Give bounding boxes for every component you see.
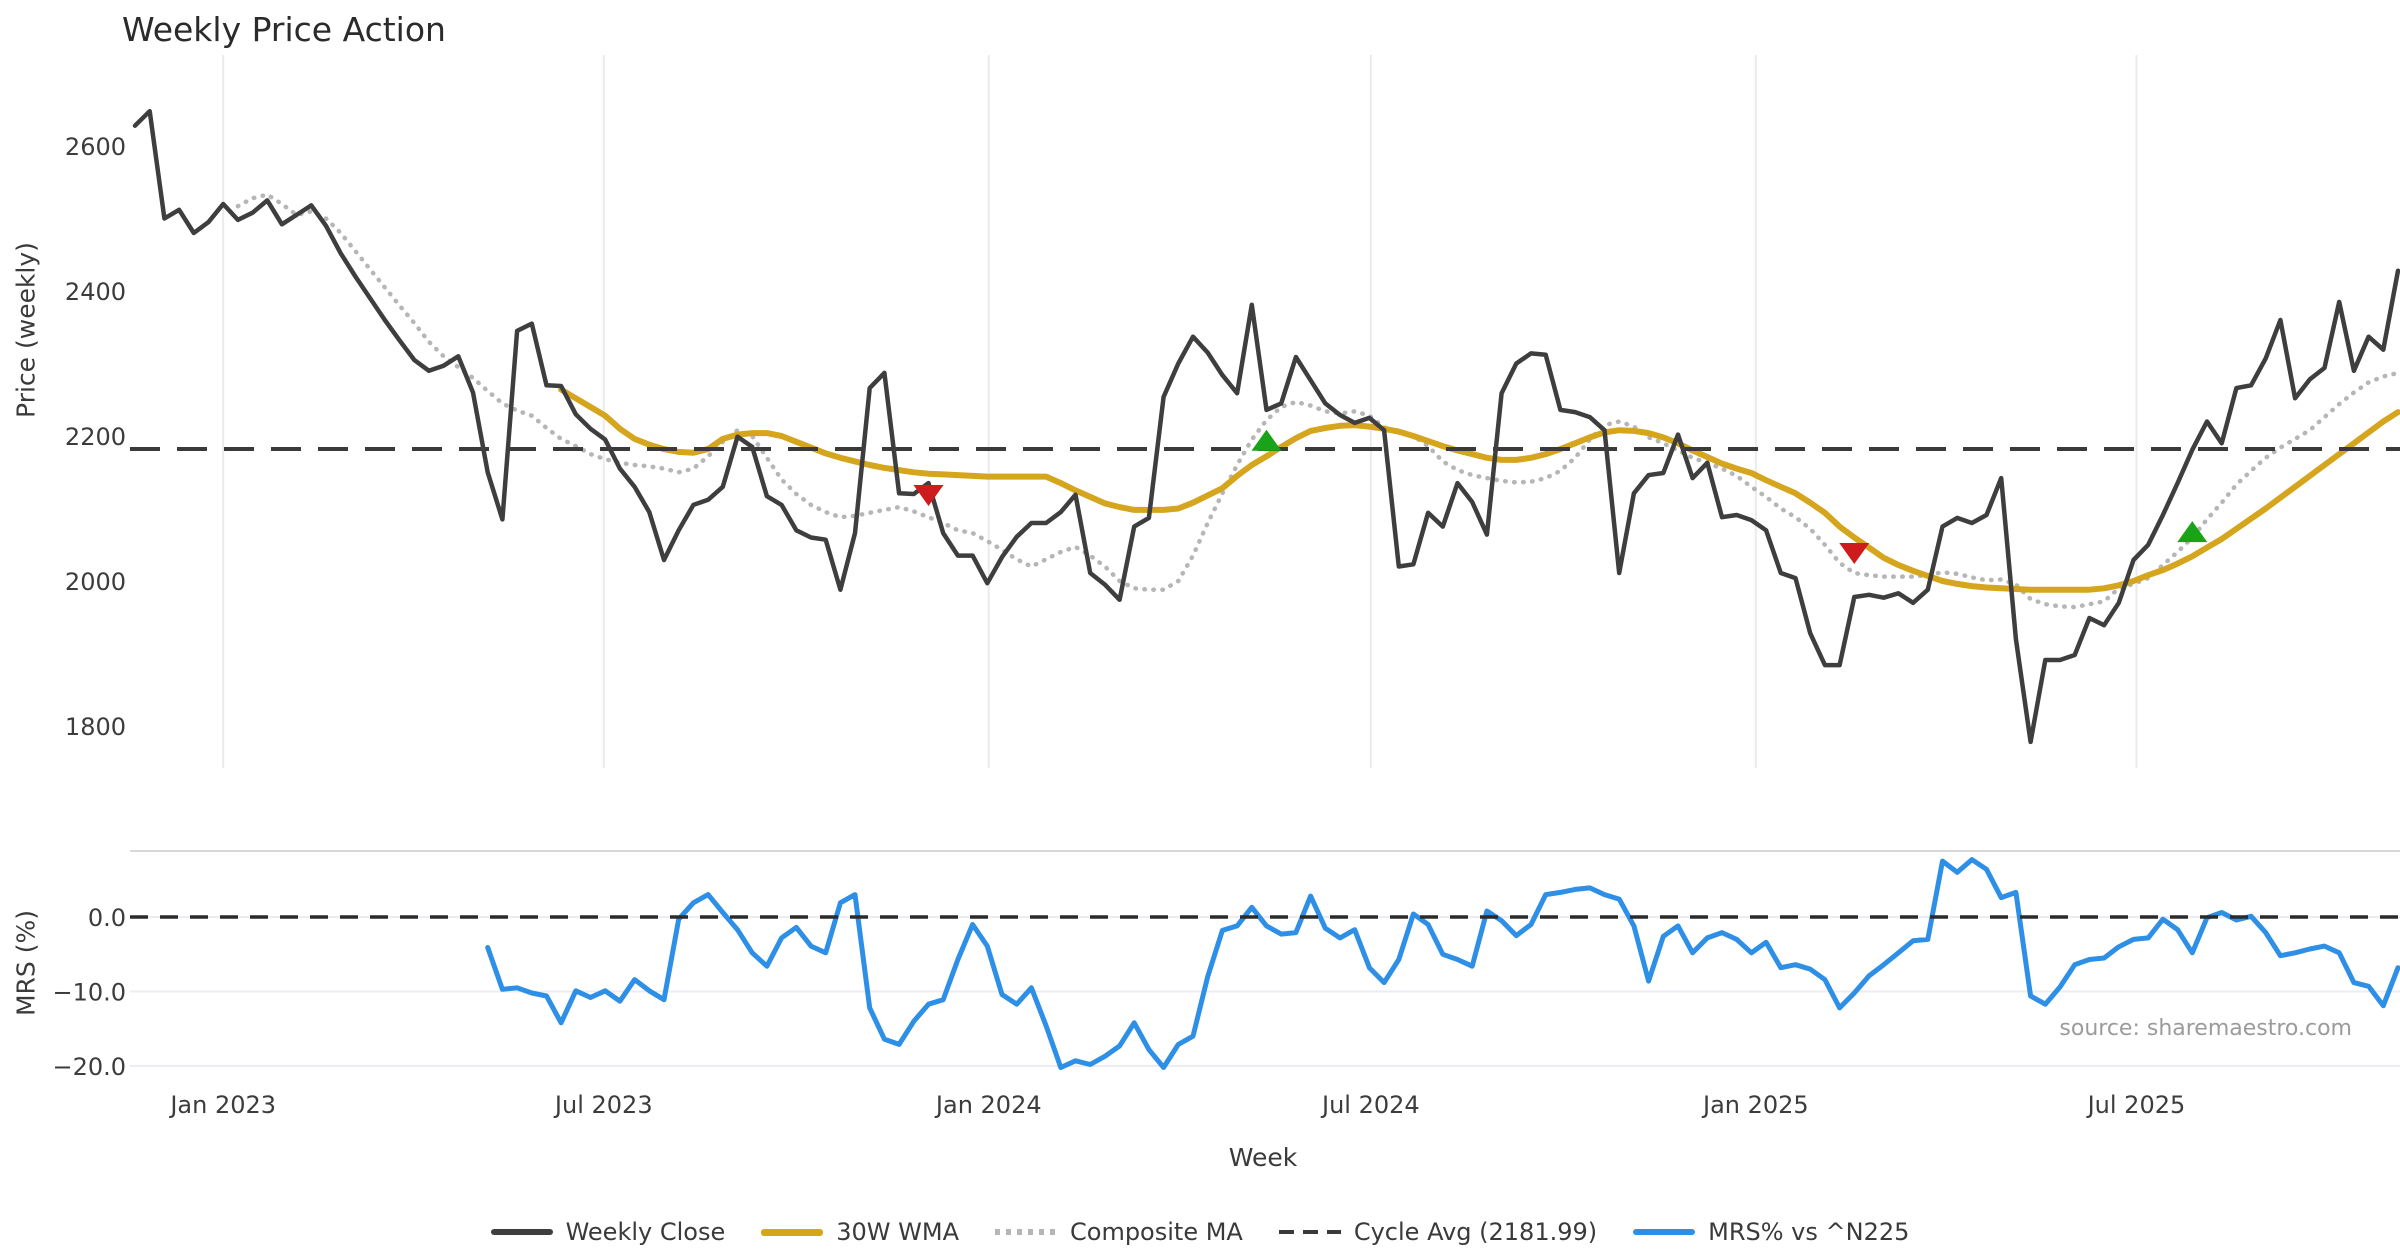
page-title: Weekly Price Action bbox=[122, 10, 446, 49]
x-tick-label: Jan 2023 bbox=[168, 1091, 276, 1119]
legend-label: MRS% vs ^N225 bbox=[1708, 1218, 1910, 1246]
mrs-tick-label: 0.0 bbox=[88, 904, 126, 932]
legend-label: 30W WMA bbox=[836, 1218, 959, 1246]
mrs-tick-label: −20.0 bbox=[52, 1053, 126, 1081]
buy-signal-icon bbox=[1251, 429, 1282, 451]
legend-item-mrs: MRS% vs ^N225 bbox=[1633, 1218, 1909, 1246]
legend-label: Weekly Close bbox=[565, 1218, 726, 1246]
legend-label: Cycle Avg (2181.99) bbox=[1353, 1218, 1598, 1246]
legend-swatch-dotted-icon bbox=[995, 1229, 1057, 1235]
legend-item-weekly_close: Weekly Close bbox=[490, 1218, 726, 1246]
x-tick-label: Jan 2024 bbox=[934, 1091, 1042, 1119]
price-tick-label: 2400 bbox=[65, 278, 126, 306]
legend-item-composite: Composite MA bbox=[995, 1218, 1243, 1246]
series-wma30 bbox=[558, 386, 2400, 593]
series-composite bbox=[235, 192, 2400, 610]
legend-swatch-solid-icon bbox=[1633, 1229, 1696, 1235]
legend-swatch-solid-icon bbox=[761, 1228, 824, 1236]
x-axis-label: Week bbox=[1228, 1143, 1298, 1172]
legend: Weekly Close 30W WMA Composite MA Cycle Avg… bbox=[0, 1218, 2400, 1246]
legend-swatch-solid-icon bbox=[490, 1229, 553, 1235]
price-tick-label: 2000 bbox=[65, 568, 126, 596]
price-tick-label: 2200 bbox=[65, 423, 126, 451]
series-weekly_close bbox=[132, 108, 2400, 745]
price-tick-label: 1800 bbox=[65, 713, 126, 741]
x-tick-label: Jul 2025 bbox=[2086, 1091, 2186, 1119]
series-mrs bbox=[485, 857, 2400, 1070]
source-credit: source: sharemaestro.com bbox=[2059, 1016, 2352, 1041]
x-tick-label: Jan 2025 bbox=[1701, 1091, 1809, 1119]
x-tick-label: Jul 2024 bbox=[1320, 1091, 1420, 1119]
legend-item-cycle_avg: Cycle Avg (2181.99) bbox=[1278, 1218, 1598, 1246]
legend-swatch-dashed-icon bbox=[1278, 1230, 1341, 1234]
x-tick-label: Jul 2023 bbox=[553, 1091, 653, 1119]
price-tick-label: 2600 bbox=[65, 133, 126, 161]
legend-item-wma30: 30W WMA bbox=[761, 1218, 959, 1246]
mrs-tick-label: −10.0 bbox=[52, 979, 126, 1007]
legend-label: Composite MA bbox=[1070, 1218, 1243, 1246]
sell-signal-icon bbox=[913, 485, 944, 506]
buy-signal-icon bbox=[2177, 521, 2208, 543]
sell-signal-icon bbox=[1839, 543, 1870, 564]
